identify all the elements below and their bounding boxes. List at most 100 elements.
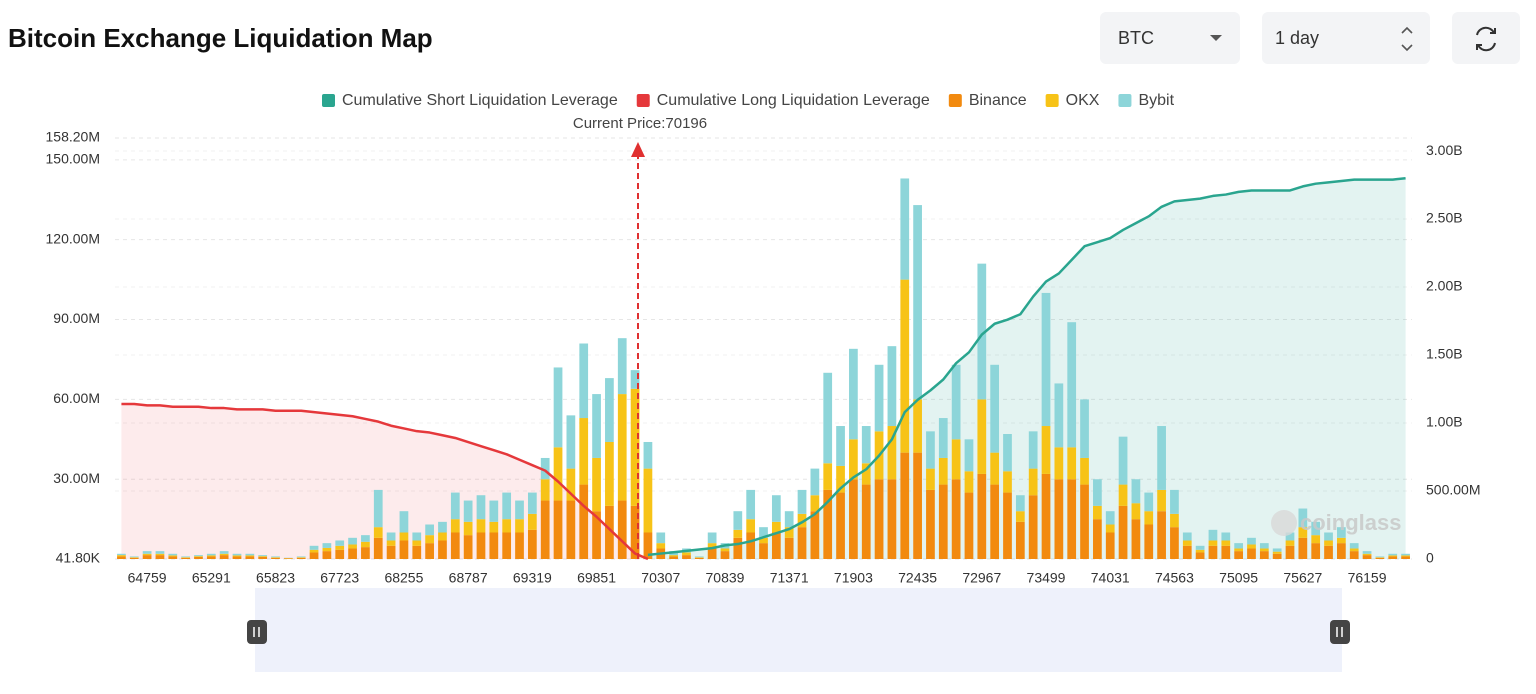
y2-tick-label: 2.00B: [1426, 278, 1463, 294]
bar-segment: [1182, 532, 1192, 541]
bar-segment: [566, 500, 576, 559]
bar-segment: [438, 532, 447, 541]
legend-label: OKX: [1066, 92, 1100, 109]
bar-segment: [887, 479, 897, 559]
coin-select[interactable]: BTC: [1100, 12, 1240, 64]
bar-segment: [540, 457, 550, 480]
coin-select-value[interactable]: BTC: [1118, 28, 1154, 48]
bar-segment: [1195, 552, 1205, 559]
bar-segment: [553, 447, 563, 501]
x-tick-label: 72967: [962, 570, 1001, 586]
bar-segment: [1221, 545, 1231, 559]
bar-segment: [1028, 431, 1038, 469]
bar-segment: [515, 532, 524, 559]
bar-segment: [438, 540, 447, 559]
coin-select-box[interactable]: [1100, 12, 1240, 64]
range-select[interactable]: 1 day: [1262, 12, 1430, 64]
bar-segment: [1080, 484, 1089, 559]
bar-segment: [1015, 521, 1025, 559]
current-price-annotation: Current Price:70196: [573, 115, 707, 132]
bar-segment: [733, 511, 743, 530]
bar-segment: [232, 556, 242, 559]
bar-segment: [206, 556, 216, 559]
x-tick-label: 70307: [641, 570, 680, 586]
bar-segment: [245, 556, 255, 559]
bar-segment: [425, 524, 434, 536]
bar-segment: [1208, 545, 1218, 559]
x-tick-label: 70839: [706, 570, 745, 586]
bar-segment: [194, 556, 203, 559]
bar-segment: [1041, 473, 1051, 559]
bar-segment: [643, 532, 653, 559]
slider-handle-right[interactable]: [1330, 620, 1350, 644]
bar-segment: [117, 555, 126, 557]
range-slider[interactable]: [255, 588, 1342, 672]
bar-segment: [733, 537, 743, 559]
bar-segment: [1247, 537, 1256, 545]
bar-segment: [168, 556, 178, 559]
bar-segment: [951, 479, 961, 559]
bar-segment: [489, 521, 499, 533]
refresh-button[interactable]: [1452, 12, 1520, 64]
bar-segment: [874, 364, 884, 432]
bar-segment: [1259, 548, 1269, 552]
bar-segment: [258, 556, 268, 557]
bar-segment: [1324, 532, 1333, 541]
bar-segment: [181, 557, 190, 558]
cumulative-line: [647, 177, 1406, 557]
bar-segment: [720, 548, 730, 552]
bar-segment: [142, 551, 152, 554]
bar-segment: [1131, 503, 1141, 520]
legend-swatch: [948, 94, 962, 107]
bar-segment: [1015, 511, 1025, 522]
bar-segment: [1067, 479, 1077, 559]
bar-segment: [1131, 479, 1141, 504]
y-tick-label: 158.20M: [46, 129, 100, 145]
bar-segment: [1388, 556, 1398, 559]
bar-segment: [502, 519, 512, 533]
bar-segment: [1272, 548, 1282, 552]
bar-segment: [348, 548, 357, 559]
range-select-value[interactable]: 1 day: [1275, 28, 1319, 48]
bar-segment: [309, 552, 319, 559]
legend-swatch: [1118, 94, 1132, 107]
bar-segment: [1105, 532, 1115, 559]
bar-segment: [694, 557, 704, 559]
range-select-box[interactable]: [1262, 12, 1430, 64]
bar-segment: [1208, 540, 1218, 546]
bar-segment: [836, 426, 845, 466]
bar-segment: [155, 553, 165, 556]
y2-tick-label: 500.00M: [1426, 482, 1480, 498]
bar-segment: [489, 500, 499, 522]
bar-segment: [335, 540, 345, 546]
slider-handle-left[interactable]: [247, 620, 267, 644]
x-tick-label: 75627: [1283, 570, 1322, 586]
bar-segment: [836, 492, 845, 559]
bar-segment: [271, 556, 280, 558]
bar-segment: [155, 555, 165, 559]
bar-segment: [335, 549, 345, 559]
bar-segment: [938, 484, 948, 559]
bar-segment: [797, 489, 807, 514]
bar-segment: [682, 555, 691, 559]
bar-segment: [271, 557, 280, 558]
bar-segment: [1362, 555, 1372, 559]
bar-segment: [322, 551, 332, 559]
bar-segment: [425, 535, 434, 544]
bar-segment: [605, 505, 614, 559]
bar-segment: [1298, 508, 1308, 528]
bar-segment: [1337, 537, 1346, 544]
refresh-box[interactable]: [1452, 12, 1520, 64]
bar-segment: [887, 426, 897, 480]
bar-segment: [271, 557, 280, 559]
bar-segment: [913, 205, 922, 400]
bar-segment: [245, 555, 255, 557]
x-tick-label: 65823: [256, 570, 295, 586]
bar-segment: [1054, 447, 1064, 480]
bar-segment: [194, 555, 203, 557]
bar-segment: [553, 500, 563, 559]
bar-segment: [1311, 543, 1321, 559]
bar-segment: [450, 532, 460, 559]
bar-segment: [1093, 479, 1102, 506]
bar-segment: [322, 543, 332, 548]
